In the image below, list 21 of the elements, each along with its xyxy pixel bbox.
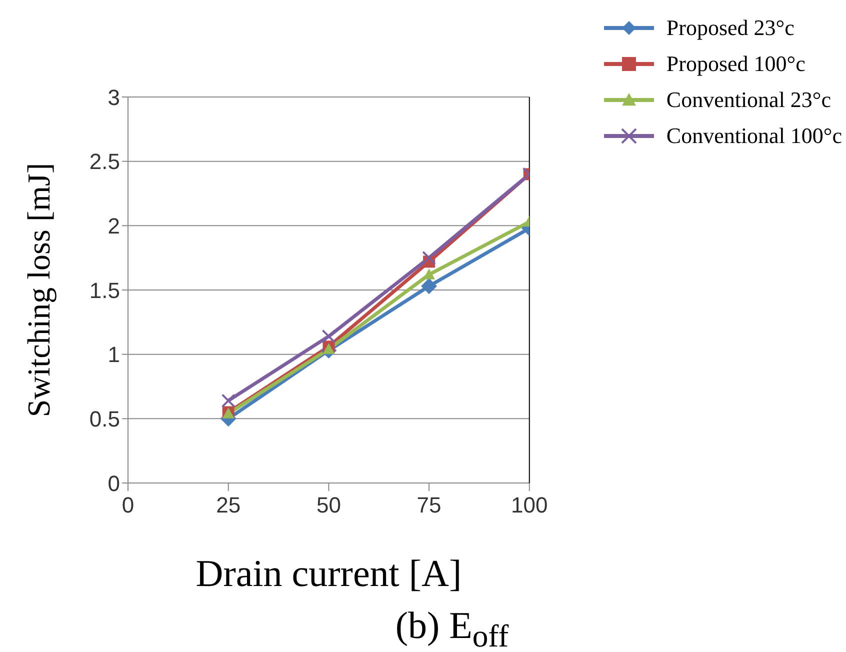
y-tick-label: 2.5 — [89, 149, 120, 174]
x-tick-label: 75 — [416, 492, 442, 518]
y-tick-label: 0.5 — [89, 406, 120, 432]
legend-label: Proposed 23°c — [666, 15, 794, 41]
point — [322, 329, 336, 344]
text: (b) E$_{off}$ — [394, 604, 510, 652]
y-tick-label: 0 — [108, 470, 120, 496]
x-tick-label: 100 — [511, 492, 548, 518]
y-tick-label: 1 — [108, 342, 120, 368]
y-tick-label: 1.5 — [89, 278, 120, 303]
point — [322, 343, 335, 354]
y-axis-title: Switching loss [mJ] — [20, 162, 56, 418]
y-tick-label: 3 — [108, 84, 120, 110]
x-tick-label: 25 — [216, 492, 241, 518]
point — [221, 394, 236, 408]
x-axis-title: Drain current [A] — [196, 553, 462, 595]
legend-label: Conventional 100°c — [666, 123, 842, 149]
legend-label: Proposed 100°c — [666, 51, 806, 77]
x-tick-label: 50 — [316, 492, 341, 518]
legend-label: Conventional 23°c — [666, 87, 831, 113]
y-tick-label: 2 — [108, 213, 120, 238]
